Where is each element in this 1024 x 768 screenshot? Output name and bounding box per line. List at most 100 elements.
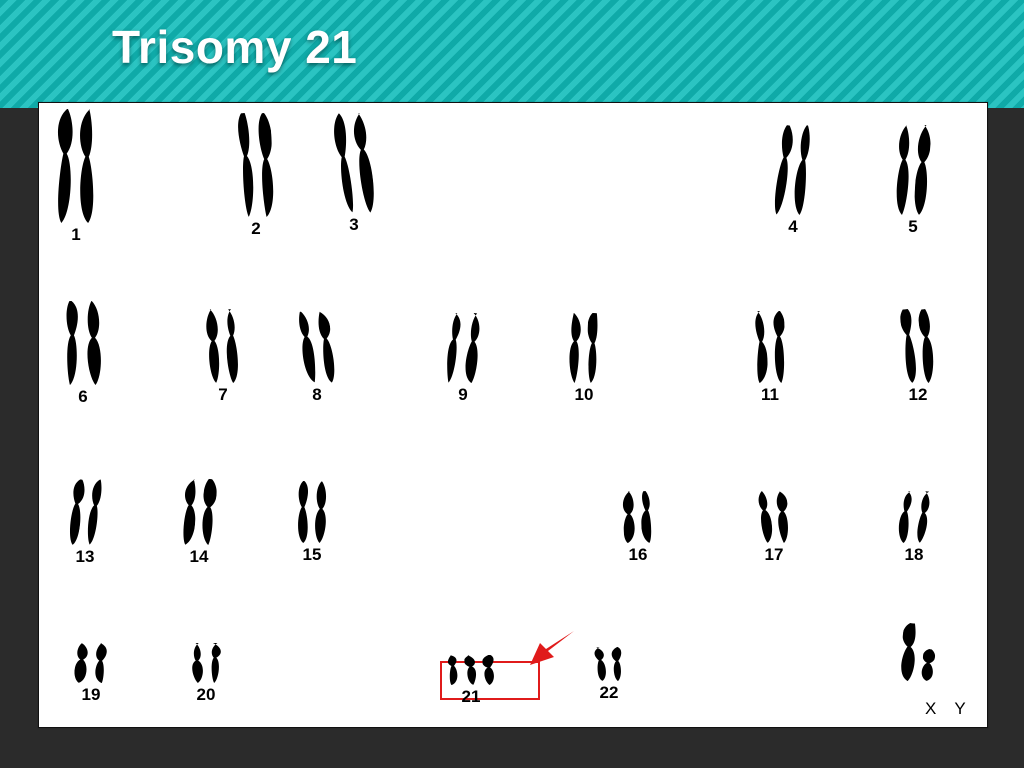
chromosome-number-label: 10: [575, 385, 594, 405]
chromosome: [899, 491, 911, 543]
chromosome-group-10: 10: [569, 313, 599, 405]
chromosome: [587, 313, 599, 383]
chromosome-pair: [69, 479, 101, 545]
chromosome-number-label: 11: [761, 385, 779, 405]
chromosome-number-label: 6: [78, 387, 87, 407]
chromosome: [903, 309, 915, 383]
chromosome-pair: [755, 311, 785, 383]
chromosome-group-14: 14: [183, 479, 215, 567]
chromosome-pair: [899, 491, 929, 543]
chromosome: [623, 491, 635, 543]
chromosome-group-15: 15: [297, 481, 327, 565]
chromosome-group-13: 13: [69, 479, 101, 567]
chromosome-number-label: 1: [71, 225, 80, 245]
chromosome-number-label: 13: [76, 547, 95, 567]
chromosome-group-22: 22: [595, 647, 623, 703]
chromosome-group-1: 1: [57, 109, 95, 245]
chromosome-group-8: 8: [301, 311, 333, 405]
chromosome: [897, 125, 910, 215]
chromosome: [773, 311, 785, 383]
chromosome: [259, 113, 273, 217]
chromosome-pair: [447, 655, 495, 685]
sex-chromosome-labels: XY: [925, 699, 966, 719]
chromosome-number-label: 14: [190, 547, 209, 567]
chromosome: [191, 643, 203, 683]
chromosome-pair: [447, 313, 479, 383]
chromosome-pair: [337, 113, 371, 213]
chromosome: [569, 313, 581, 383]
chromosome-number-label: 19: [82, 685, 101, 705]
chromosome: [777, 125, 790, 215]
chromosome: [357, 113, 371, 213]
chromosome-group-4: 4: [777, 125, 809, 237]
chromosome: [917, 491, 929, 543]
chromosome-group-17: 17: [759, 491, 789, 565]
chromosome-pair: [903, 309, 933, 383]
chromosome-pair: [65, 301, 101, 385]
chromosome-group-9: 9: [447, 313, 479, 405]
chromosome-pair: [623, 491, 653, 543]
chromosome-pair: [569, 313, 599, 383]
chromosome: [595, 647, 606, 681]
chromosome-group-5: 5: [897, 125, 929, 237]
chromosome-pair: [183, 479, 215, 545]
chromosome: [777, 491, 789, 543]
chromosome-number-label: 17: [765, 545, 784, 565]
chromosome: [88, 479, 101, 545]
chromosome-group-2: 2: [239, 113, 273, 239]
chromosome-group-19: 19: [75, 643, 107, 705]
chromosome-number-label: 22: [600, 683, 619, 703]
chromosome: [901, 623, 916, 681]
chromosome: [69, 479, 82, 545]
chromosome-group-21: 21: [447, 655, 495, 707]
chromosome-group-6: 6: [65, 301, 101, 407]
chromosome-pair: [777, 125, 809, 215]
chromosome-pair: [897, 125, 929, 215]
chromosome-number-label: 8: [312, 385, 321, 405]
chromosome-group-20: 20: [191, 643, 221, 705]
chromosome-group-12: 12: [903, 309, 933, 405]
sex-chromosome-label: X: [925, 699, 936, 719]
chromosome-number-label: 12: [909, 385, 928, 405]
chromosome-pair: [297, 481, 327, 543]
chromosome-pair: [595, 647, 623, 681]
chromosome-number-label: 15: [303, 545, 322, 565]
chromosome: [916, 125, 929, 215]
chromosome: [483, 655, 495, 685]
chromosome: [65, 301, 80, 385]
chromosome-pair: [239, 113, 273, 217]
chromosome: [922, 649, 934, 681]
chromosome: [239, 113, 253, 217]
chromosome: [337, 113, 351, 213]
chromosome-number-label: 18: [905, 545, 924, 565]
chromosome: [921, 309, 933, 383]
chromosome: [301, 311, 314, 383]
chromosome-group-18: 18: [899, 491, 929, 565]
chromosome: [183, 479, 196, 545]
chromosome: [641, 491, 653, 543]
chromosome: [759, 491, 771, 543]
chromosome-number-label: 9: [458, 385, 467, 405]
chromosome: [796, 125, 809, 215]
slide-title: Trisomy 21: [0, 20, 1024, 74]
chromosome-number-label: 3: [349, 215, 358, 235]
chromosome: [226, 309, 239, 383]
chromosome: [447, 313, 460, 383]
chromosome-number-label: 21: [462, 687, 481, 707]
chromosome: [209, 643, 221, 683]
chromosome-group-3: 3: [337, 113, 371, 235]
chromosome-group-7: 7: [207, 309, 239, 405]
chromosome-number-label: 4: [788, 217, 797, 237]
chromosome: [612, 647, 623, 681]
chromosome: [465, 655, 477, 685]
sex-chromosome-label: Y: [954, 699, 965, 719]
chromosome: [57, 109, 73, 223]
trisomy-highlight-arrow: [530, 631, 574, 672]
chromosome-pair: [901, 623, 934, 681]
chromosome: [79, 109, 95, 223]
chromosome-number-label: 7: [218, 385, 227, 405]
chromosome-number-label: 16: [629, 545, 648, 565]
chromosome: [297, 481, 309, 543]
chromosome-group-16: 16: [623, 491, 653, 565]
chromosome: [207, 309, 220, 383]
